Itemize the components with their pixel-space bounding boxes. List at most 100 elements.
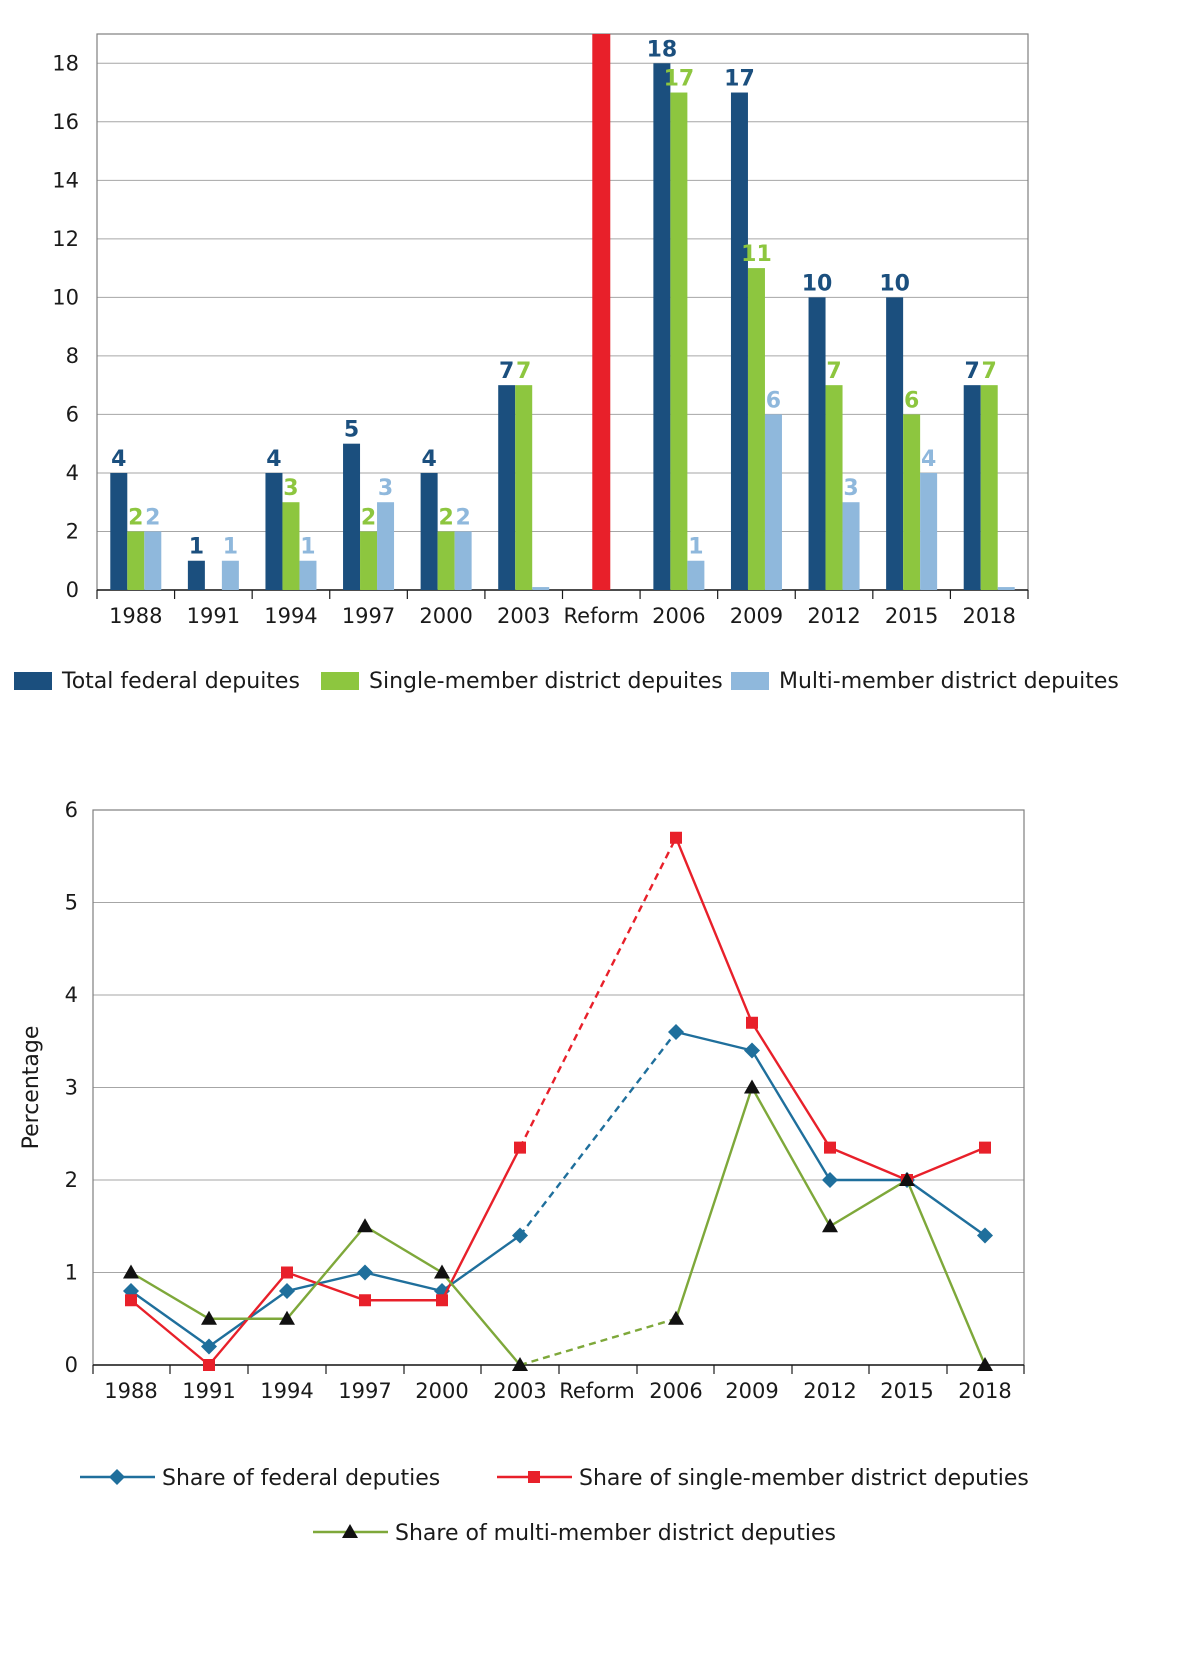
data-point [281, 1266, 293, 1279]
bar [454, 531, 472, 590]
data-label: 7 [982, 359, 997, 384]
data-point [203, 1359, 215, 1371]
data-label: 18 [647, 37, 678, 62]
y-tick-label: 0 [66, 578, 79, 602]
y-tick-label: 6 [66, 402, 79, 426]
series-dashed-line [519, 1317, 677, 1367]
series-line [675, 1030, 986, 1237]
y-tick-label: 2 [65, 1168, 78, 1192]
reform-bar [592, 34, 611, 590]
bar [963, 385, 981, 590]
y-tick-label: 16 [52, 110, 79, 134]
x-tick-label: 2009 [730, 604, 783, 628]
data-point [512, 1227, 528, 1244]
bar [110, 472, 128, 590]
legend-swatch [321, 672, 359, 690]
series-line [130, 1147, 522, 1367]
legend-marker [342, 1524, 358, 1538]
x-tick-label: 2018 [962, 604, 1015, 628]
data-label: 7 [826, 359, 841, 384]
y-tick-label: 0 [65, 1353, 78, 1377]
x-tick-label: 2003 [497, 604, 550, 628]
bar [377, 502, 395, 590]
data-point [201, 1338, 217, 1355]
bar [282, 502, 300, 590]
bar [980, 385, 998, 590]
data-label: 17 [724, 67, 755, 92]
y-tick-label: 10 [52, 285, 79, 309]
x-tick-label: 1997 [342, 604, 395, 628]
data-label: 1 [300, 535, 315, 560]
x-tick-label: Reform [564, 604, 640, 628]
legend-label: Share of single-member district deputies [579, 1466, 1029, 1491]
series-line [130, 1234, 521, 1348]
bar [420, 472, 438, 590]
y-tick-label: 2 [66, 519, 79, 543]
data-label: 11 [741, 242, 772, 267]
x-tick-label: 1991 [187, 604, 240, 628]
bar [127, 531, 145, 590]
bar [653, 63, 671, 590]
bar [997, 587, 1015, 590]
legend-label: Single-member district depuites [369, 669, 723, 694]
bar [343, 443, 361, 590]
data-label: 6 [904, 388, 919, 413]
x-tick-label: 2012 [803, 1379, 856, 1403]
y-tick-label: 8 [66, 344, 79, 368]
legend-marker [528, 1471, 540, 1483]
data-point [977, 1227, 993, 1244]
data-point [125, 1294, 137, 1307]
x-tick-label: 2000 [415, 1379, 468, 1403]
legend-label: Total federal depuites [61, 669, 300, 694]
bar [144, 531, 162, 590]
data-label: 4 [266, 447, 281, 472]
x-tick-label: 1988 [109, 604, 162, 628]
y-tick-label: 4 [66, 461, 79, 485]
data-label: 1 [189, 535, 204, 560]
data-point [279, 1283, 295, 1299]
data-label: 2 [438, 505, 453, 530]
legend-label: Share of multi-member district deputies [395, 1521, 836, 1546]
line-chart: 0 1 2 3 4 5 6 Percentage 1988 1991 1994 1997 2000 200… [19, 798, 1029, 1546]
bar [532, 587, 550, 590]
bar [730, 92, 748, 591]
data-label: 2 [128, 505, 143, 530]
x-tick-label: 2018 [958, 1379, 1011, 1403]
data-point [512, 1357, 528, 1371]
x-tick-label: 2003 [493, 1379, 546, 1403]
bar [764, 414, 782, 590]
bar [515, 385, 533, 590]
x-tick-label: 2000 [419, 604, 472, 628]
bar [187, 560, 205, 590]
data-label: 1 [223, 535, 238, 560]
series-dashed-line [518, 837, 678, 1149]
data-label: 3 [283, 476, 298, 501]
x-tick-label: 2009 [725, 1379, 778, 1403]
x-tick-label: 1994 [264, 604, 317, 628]
y-tick-label: 18 [52, 51, 79, 75]
legend-label: Share of federal deputies [162, 1466, 440, 1491]
x-tick-label: 2006 [649, 1379, 702, 1403]
bar [903, 414, 921, 590]
series-dashed-line [519, 1031, 677, 1237]
data-label: 4 [421, 447, 436, 472]
bar [299, 560, 317, 590]
bar [808, 297, 826, 590]
data-point [670, 831, 682, 844]
data-label: 3 [378, 476, 393, 501]
y-tick-label: 4 [65, 983, 78, 1007]
data-label: 2 [455, 505, 470, 530]
bar [437, 531, 455, 590]
data-point [279, 1310, 295, 1325]
data-label: 17 [664, 67, 695, 92]
data-point [744, 1042, 760, 1059]
data-point [434, 1264, 450, 1279]
data-point [668, 1310, 684, 1325]
data-label: 7 [516, 359, 531, 384]
data-point [357, 1264, 373, 1281]
x-tick-label: 2015 [880, 1379, 933, 1403]
data-point [201, 1310, 217, 1325]
data-point [824, 1141, 836, 1154]
